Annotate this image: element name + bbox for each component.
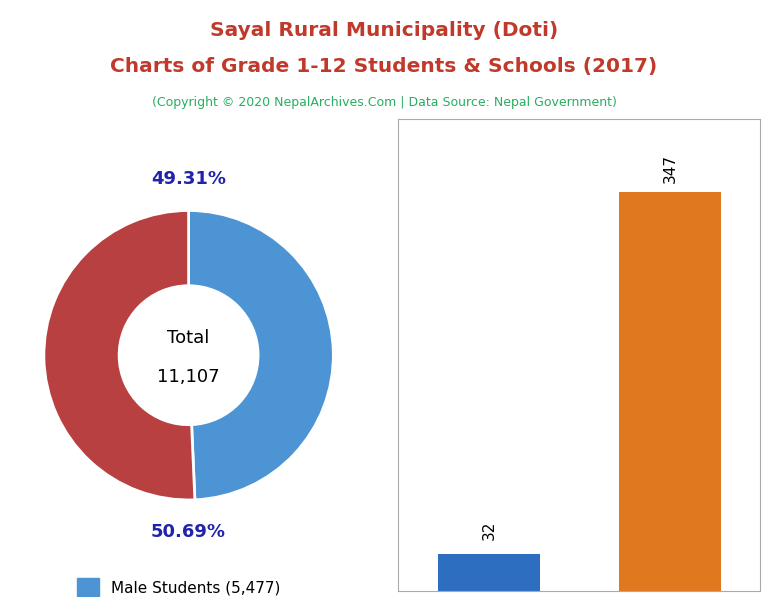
Text: 49.31%: 49.31% xyxy=(151,170,226,187)
Text: 50.69%: 50.69% xyxy=(151,523,226,541)
Text: Sayal Rural Municipality (Doti): Sayal Rural Municipality (Doti) xyxy=(210,21,558,40)
Bar xyxy=(439,554,540,591)
Wedge shape xyxy=(44,211,195,500)
Text: 347: 347 xyxy=(662,153,677,183)
Text: (Copyright © 2020 NepalArchives.Com | Data Source: Nepal Government): (Copyright © 2020 NepalArchives.Com | Da… xyxy=(151,96,617,109)
Wedge shape xyxy=(189,211,333,500)
Legend: Male Students (5,477), Female Students (5,630): Male Students (5,477), Female Students (… xyxy=(71,573,306,597)
Text: 11,107: 11,107 xyxy=(157,368,220,386)
Text: Total: Total xyxy=(167,329,210,347)
Text: Charts of Grade 1-12 Students & Schools (2017): Charts of Grade 1-12 Students & Schools … xyxy=(111,57,657,76)
Bar xyxy=(619,192,720,591)
Text: 32: 32 xyxy=(482,521,496,540)
